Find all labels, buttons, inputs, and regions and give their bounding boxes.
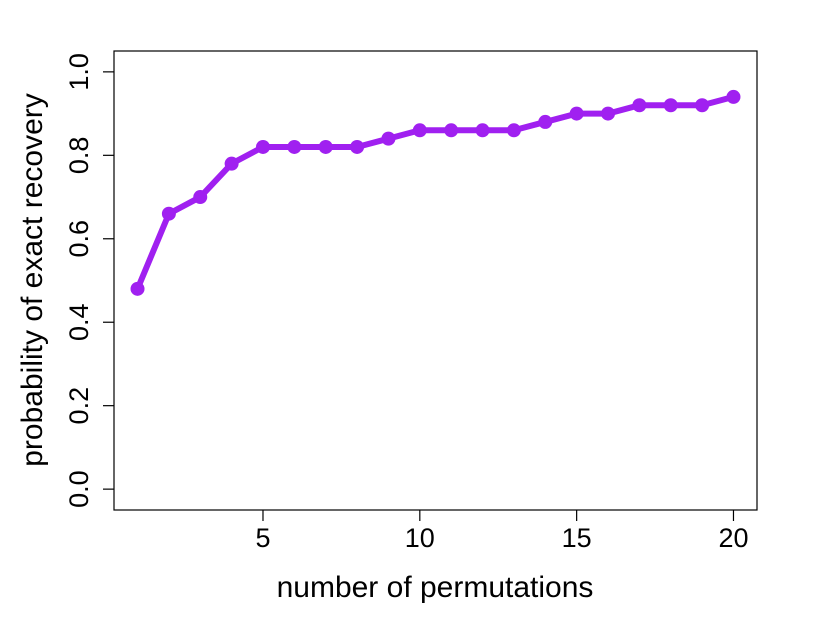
data-point (381, 131, 396, 146)
y-tick-label: 0.2 (64, 387, 94, 425)
plot-frame (113, 50, 758, 511)
data-point (695, 98, 710, 113)
x-tick-label: 5 (255, 523, 270, 553)
data-point (255, 139, 270, 154)
y-tick-label: 0.8 (64, 137, 94, 175)
data-point (632, 98, 647, 113)
data-point (287, 139, 302, 154)
data-point (318, 139, 333, 154)
data-point (130, 281, 145, 296)
x-axis: 5 10 15 20 (255, 510, 748, 553)
data-point (193, 190, 208, 205)
data-point (506, 123, 521, 138)
series-line (134, 93, 737, 292)
x-tick-label: 20 (718, 523, 748, 553)
y-axis: 0.0 0.2 0.4 0.6 0.8 1.0 (64, 53, 114, 508)
data-point (601, 106, 616, 121)
data-point (224, 156, 239, 171)
data-point (444, 123, 459, 138)
y-tick-label: 0.6 (64, 220, 94, 258)
y-tick-label: 0.4 (64, 303, 94, 341)
data-point (569, 106, 584, 121)
data-point (412, 123, 427, 138)
x-axis-title: number of permutations (277, 571, 594, 604)
data-point (538, 114, 553, 129)
y-tick-label: 1.0 (64, 53, 94, 91)
data-point (663, 98, 678, 113)
x-tick-label: 15 (562, 523, 592, 553)
data-point (475, 123, 490, 138)
data-point (161, 206, 176, 221)
data-point (350, 139, 365, 154)
data-point (726, 89, 741, 104)
y-axis-title: probability of exact recovery (16, 93, 49, 467)
series-layer (130, 89, 741, 296)
y-tick-label: 0.0 (64, 470, 94, 508)
x-tick-label: 10 (405, 523, 435, 553)
